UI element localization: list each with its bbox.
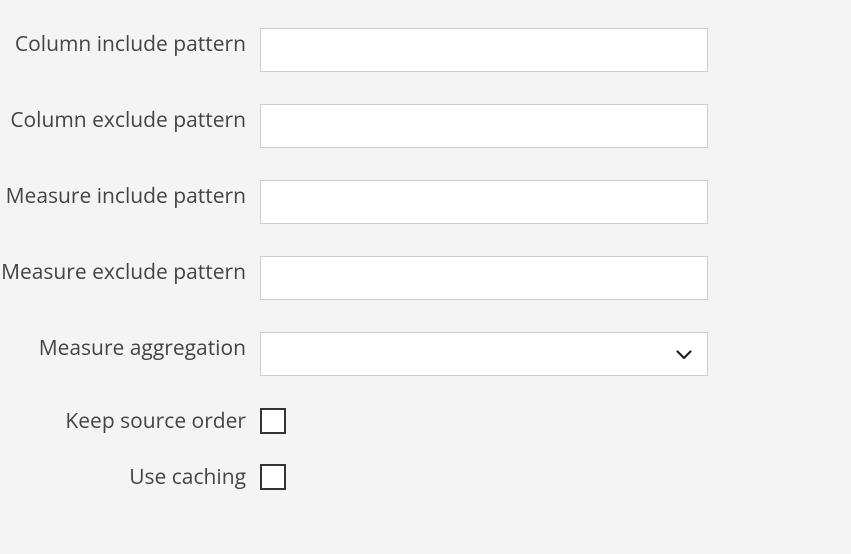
column-include-pattern-row: Column include pattern bbox=[0, 28, 851, 72]
column-exclude-pattern-row: Column exclude pattern bbox=[0, 104, 851, 148]
measure-exclude-pattern-row: Measure exclude pattern bbox=[0, 256, 851, 300]
column-include-pattern-input[interactable] bbox=[260, 28, 708, 72]
measure-exclude-pattern-input[interactable] bbox=[260, 256, 708, 300]
measure-exclude-pattern-label: Measure exclude pattern bbox=[0, 256, 260, 286]
measure-include-pattern-row: Measure include pattern bbox=[0, 180, 851, 224]
column-exclude-pattern-input[interactable] bbox=[260, 104, 708, 148]
measure-include-pattern-input[interactable] bbox=[260, 180, 708, 224]
use-caching-checkbox[interactable] bbox=[260, 464, 286, 490]
measure-include-pattern-label: Measure include pattern bbox=[0, 180, 260, 210]
column-include-pattern-label: Column include pattern bbox=[0, 28, 260, 58]
use-caching-label: Use caching bbox=[0, 464, 260, 490]
keep-source-order-label: Keep source order bbox=[0, 408, 260, 434]
use-caching-row: Use caching bbox=[0, 464, 851, 490]
settings-form: Column include pattern Column exclude pa… bbox=[0, 28, 851, 490]
use-caching-wrapper bbox=[260, 464, 286, 490]
measure-aggregation-select[interactable] bbox=[260, 332, 708, 376]
measure-include-pattern-wrapper bbox=[260, 180, 708, 224]
column-include-pattern-wrapper bbox=[260, 28, 708, 72]
column-exclude-pattern-label: Column exclude pattern bbox=[0, 104, 260, 134]
keep-source-order-wrapper bbox=[260, 408, 286, 434]
keep-source-order-checkbox[interactable] bbox=[260, 408, 286, 434]
measure-exclude-pattern-wrapper bbox=[260, 256, 708, 300]
measure-aggregation-wrapper bbox=[260, 332, 708, 376]
measure-aggregation-row: Measure aggregation bbox=[0, 332, 851, 376]
keep-source-order-row: Keep source order bbox=[0, 408, 851, 434]
column-exclude-pattern-wrapper bbox=[260, 104, 708, 148]
measure-aggregation-label: Measure aggregation bbox=[0, 332, 260, 362]
